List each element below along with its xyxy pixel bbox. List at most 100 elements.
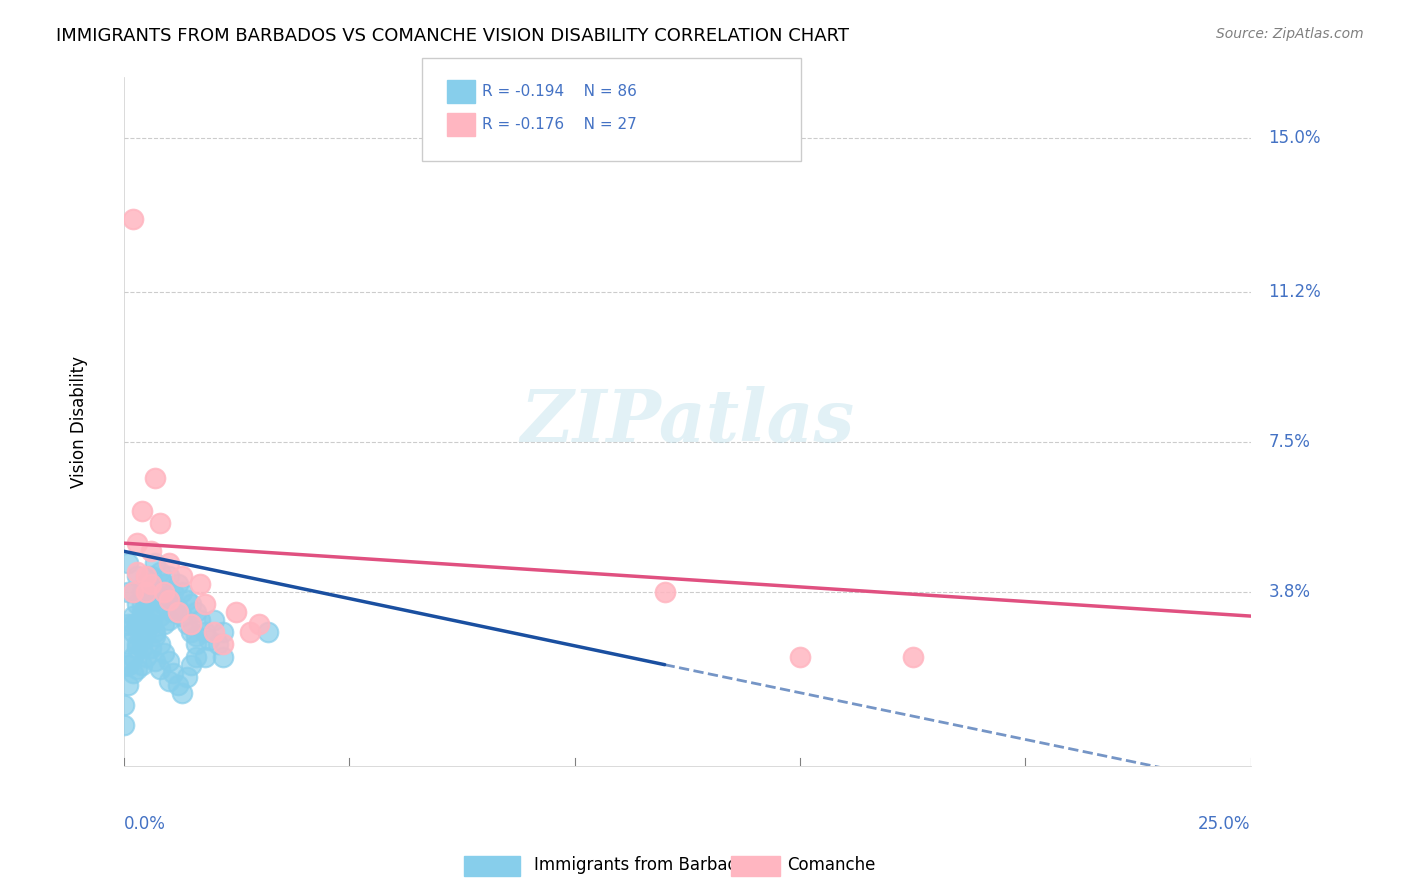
Point [157,568,180,582]
Point [157,593,180,607]
Point [121,212,143,227]
Point [117,657,139,672]
Point [153,584,176,599]
Point [139,589,162,603]
Text: R = -0.176    N = 27: R = -0.176 N = 27 [482,118,637,132]
Point [194,625,217,640]
Point [135,625,157,640]
Point [135,649,157,664]
Point [117,657,139,672]
Point [149,589,172,603]
Point [112,718,135,732]
Point [157,613,180,627]
Point [121,649,143,664]
Point [149,565,172,579]
Point [135,584,157,599]
Point [131,605,153,619]
Point [190,576,212,591]
Point [162,665,184,680]
Point [654,584,676,599]
Point [184,649,207,664]
Point [157,593,180,607]
Point [139,544,162,558]
Point [190,613,212,627]
Point [127,568,149,582]
Point [121,584,143,599]
Point [131,597,153,611]
Point [145,625,167,640]
Point [127,597,149,611]
Point [167,601,190,615]
Point [145,605,167,619]
Point [157,654,180,668]
Point [149,637,172,651]
Point [117,617,139,632]
Text: Comanche: Comanche [787,856,876,874]
Point [139,609,162,624]
Point [121,609,143,624]
Point [145,629,167,643]
Point [139,641,162,656]
Point [153,597,176,611]
Point [149,609,172,624]
Point [239,625,262,640]
Point [117,557,139,571]
Text: 3.8%: 3.8% [1268,582,1310,601]
Point [225,605,247,619]
Point [145,584,167,599]
Point [149,662,172,676]
Point [131,657,153,672]
Point [167,576,190,591]
Point [131,641,153,656]
Point [162,605,184,619]
Point [131,625,153,640]
Point [202,613,225,627]
Point [121,617,143,632]
Point [112,698,135,713]
Point [212,649,235,664]
Text: R = -0.194    N = 86: R = -0.194 N = 86 [482,85,637,99]
Point [145,654,167,668]
Point [901,649,924,664]
Point [184,605,207,619]
Text: 0.0%: 0.0% [124,814,166,832]
Point [172,568,194,582]
Text: ZIPatlas: ZIPatlas [520,386,855,458]
Point [167,678,190,692]
Point [127,536,149,550]
Point [135,576,157,591]
Point [127,637,149,651]
Point [121,584,143,599]
Point [121,665,143,680]
Point [162,584,184,599]
Point [131,504,153,518]
Point [135,597,157,611]
Point [145,557,167,571]
Point [127,662,149,676]
Point [257,625,280,640]
Text: Source: ZipAtlas.com: Source: ZipAtlas.com [1216,27,1364,41]
Point [135,617,157,632]
Point [172,584,194,599]
Text: 25.0%: 25.0% [1198,814,1250,832]
Point [131,633,153,648]
Point [176,593,198,607]
Text: Vision Disability: Vision Disability [70,356,87,488]
Point [117,678,139,692]
Point [153,617,176,632]
Point [157,673,180,688]
Point [180,597,202,611]
Point [212,637,235,651]
Point [127,565,149,579]
Point [167,605,190,619]
Point [247,617,270,632]
Point [194,649,217,664]
Point [198,633,221,648]
Text: 11.2%: 11.2% [1268,283,1322,301]
Point [117,584,139,599]
Point [176,670,198,684]
Point [127,617,149,632]
Point [121,625,143,640]
Point [180,617,202,632]
Point [202,625,225,640]
